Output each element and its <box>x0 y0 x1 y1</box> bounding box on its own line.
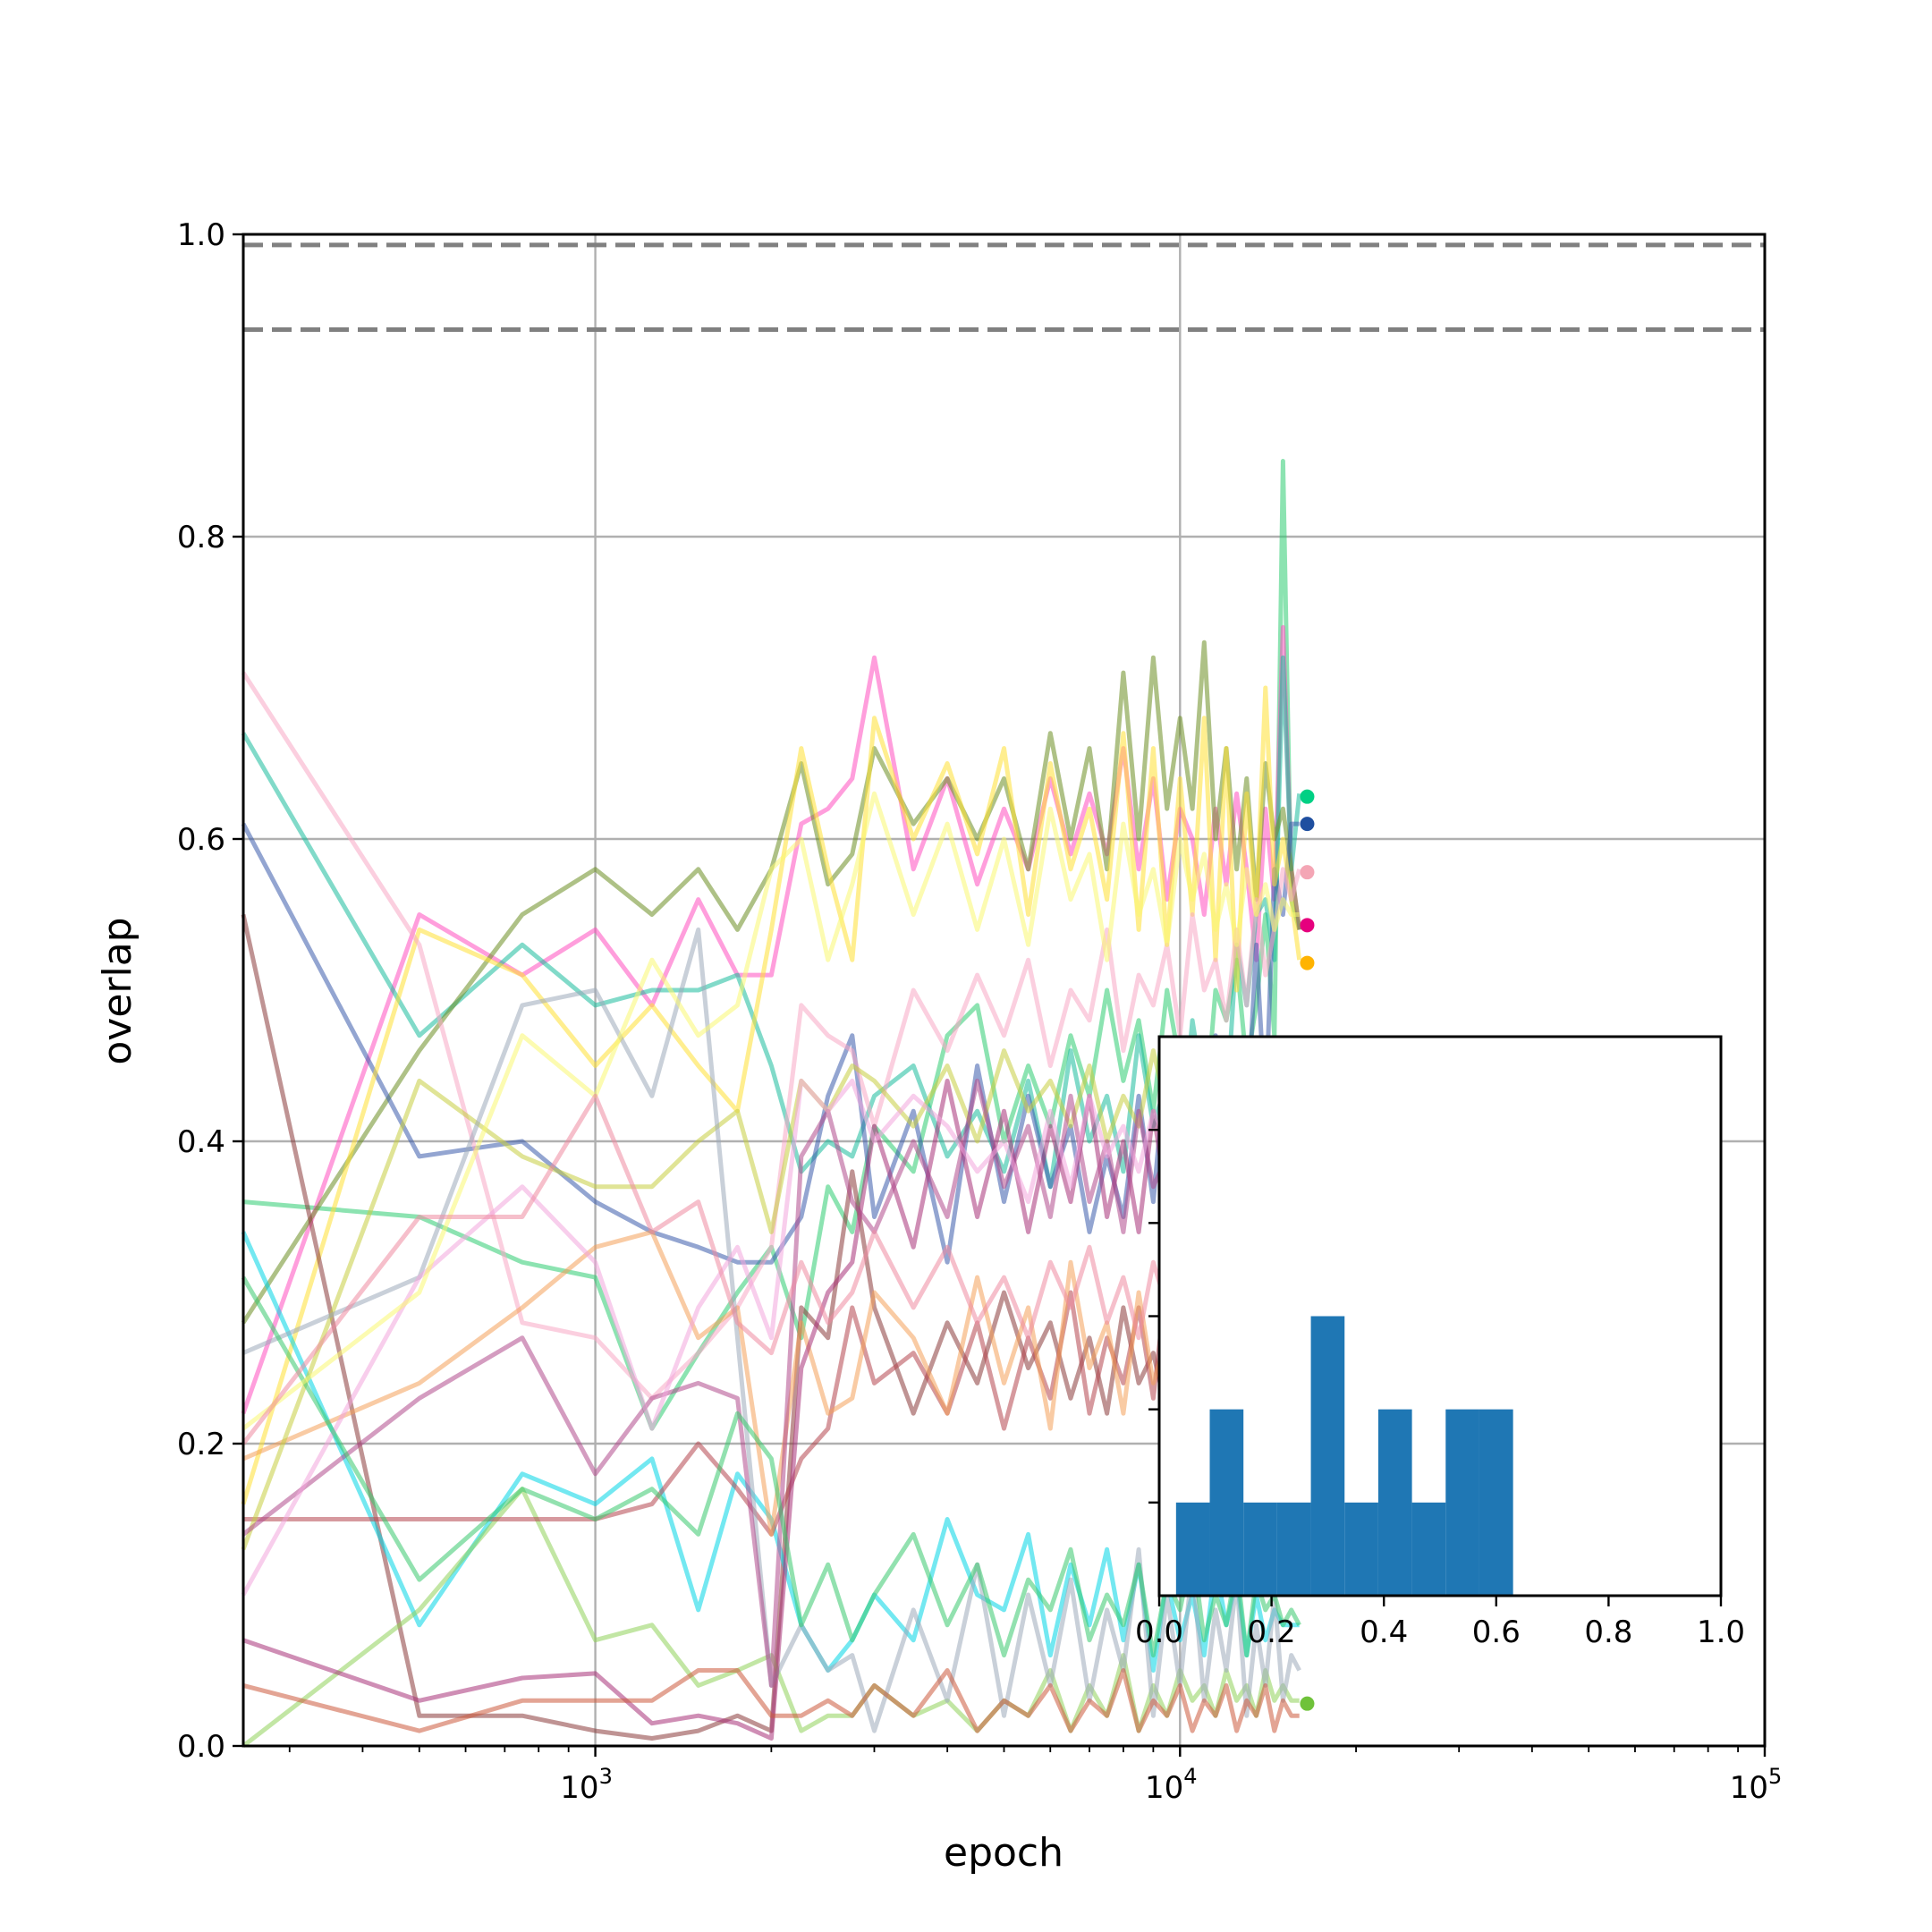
y-tick-label: 0.0 <box>177 1729 225 1765</box>
histogram-bar <box>1243 1502 1277 1596</box>
inset-x-tick-label: 0.2 <box>1248 1614 1296 1650</box>
end-marker <box>1300 918 1315 933</box>
inset-x-tick-label: 1.0 <box>1697 1614 1745 1650</box>
inset-ticks: 0.0 0.2 0.4 0.6 0.8 1.0 <box>1135 1128 1745 1650</box>
histogram-bar <box>1377 1409 1412 1596</box>
histogram-bar <box>1310 1316 1345 1596</box>
series-line <box>241 1275 1301 1658</box>
y-tick-label: 0.2 <box>177 1427 225 1462</box>
y-tick-label: 0.6 <box>177 822 225 858</box>
inset-bars <box>1175 1316 1513 1596</box>
end-markers <box>1300 789 1315 1711</box>
series-line <box>242 791 1300 1431</box>
histogram-bar <box>1411 1502 1446 1596</box>
x-tick-label: 105 <box>1730 1764 1783 1806</box>
end-marker <box>1300 955 1315 970</box>
series-line <box>242 1668 1300 1733</box>
histogram-bar <box>1175 1502 1210 1596</box>
histogram-bar <box>1276 1502 1311 1596</box>
inset-x-tick-label: 0.0 <box>1135 1614 1183 1650</box>
inset-histogram: 0.0 0.2 0.4 0.6 0.8 1.0 <box>1135 1035 1745 1650</box>
end-marker <box>1300 789 1315 804</box>
main-ticks: 0.0 0.2 0.4 0.6 0.8 1.0 103 104 105 <box>177 217 1782 1806</box>
series-line <box>242 927 1301 1733</box>
x-axis-label: epoch <box>944 1830 1063 1876</box>
histogram-bar <box>1344 1502 1378 1596</box>
histogram-bar <box>1479 1409 1513 1596</box>
end-marker <box>1300 1696 1315 1711</box>
reference-lines <box>243 242 1765 332</box>
histogram-bar <box>1209 1409 1244 1596</box>
histogram-bar <box>1445 1409 1479 1596</box>
inset-x-tick-label: 0.6 <box>1472 1614 1521 1650</box>
series-line <box>241 685 1302 1505</box>
series-line <box>241 671 1302 1401</box>
y-tick-label: 1.0 <box>177 217 225 253</box>
x-tick-label: 103 <box>560 1764 613 1806</box>
y-tick-label: 0.8 <box>177 520 225 555</box>
inset-x-tick-label: 0.4 <box>1360 1614 1408 1650</box>
end-marker <box>1300 817 1315 832</box>
y-axis-label: overlap <box>95 917 140 1064</box>
inset-x-tick-label: 0.8 <box>1584 1614 1632 1650</box>
end-marker <box>1300 865 1315 880</box>
x-tick-label: 104 <box>1145 1764 1198 1806</box>
y-tick-label: 0.4 <box>177 1124 225 1160</box>
